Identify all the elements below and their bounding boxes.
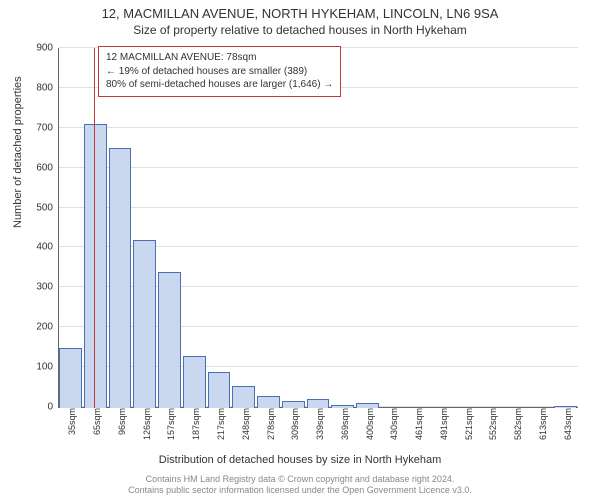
chart-subtitle: Size of property relative to detached ho…: [0, 23, 600, 41]
bar-slot: 613sqm: [529, 48, 554, 408]
x-tick-label: 96sqm: [113, 408, 127, 435]
bar-slot: 217sqm: [207, 48, 232, 408]
x-tick-label: 430sqm: [385, 408, 399, 440]
plot-area: 0100200300400500600700800900 35sqm65sqm9…: [58, 48, 578, 408]
bar-slot: 582sqm: [504, 48, 529, 408]
x-tick-label: 369sqm: [336, 408, 350, 440]
histogram-bar: [282, 401, 305, 408]
bar-slot: 35sqm: [58, 48, 83, 408]
histogram-bar: [158, 272, 181, 408]
x-tick-label: 248sqm: [237, 408, 251, 440]
x-tick-label: 491sqm: [435, 408, 449, 440]
y-tick-label: 500: [36, 202, 59, 213]
bar-slot: 643sqm: [553, 48, 578, 408]
x-tick-label: 65sqm: [88, 408, 102, 435]
bar-slot: 400sqm: [355, 48, 380, 408]
x-tick-label: 461sqm: [410, 408, 424, 440]
y-tick-label: 100: [36, 362, 59, 373]
property-size-chart: 12, MACMILLAN AVENUE, NORTH HYKEHAM, LIN…: [0, 0, 600, 500]
histogram-bar: [257, 396, 280, 408]
bar-slot: 369sqm: [330, 48, 355, 408]
histogram-bar: [59, 348, 82, 408]
bar-slot: 248sqm: [231, 48, 256, 408]
bar-slot: 339sqm: [306, 48, 331, 408]
histogram-bar: [133, 240, 156, 408]
y-tick-label: 800: [36, 82, 59, 93]
y-tick-label: 900: [36, 43, 59, 54]
bar-slot: 521sqm: [454, 48, 479, 408]
x-tick-label: 613sqm: [534, 408, 548, 440]
bar-slot: 96sqm: [108, 48, 133, 408]
x-tick-label: 339sqm: [311, 408, 325, 440]
x-tick-label: 309sqm: [286, 408, 300, 440]
chart-title: 12, MACMILLAN AVENUE, NORTH HYKEHAM, LIN…: [0, 0, 600, 23]
histogram-bar: [307, 399, 330, 408]
x-axis-label: Distribution of detached houses by size …: [0, 454, 600, 466]
bar-slot: 552sqm: [479, 48, 504, 408]
annotation-box: 12 MACMILLAN AVENUE: 78sqm ← 19% of deta…: [98, 46, 341, 97]
histogram-bar: [84, 124, 107, 408]
annotation-line-1: 12 MACMILLAN AVENUE: 78sqm: [106, 51, 333, 65]
x-tick-label: 217sqm: [212, 408, 226, 440]
x-tick-label: 187sqm: [187, 408, 201, 440]
chart-footer: Contains HM Land Registry data © Crown c…: [0, 474, 600, 497]
y-tick-label: 600: [36, 162, 59, 173]
footer-line-1: Contains HM Land Registry data © Crown c…: [0, 474, 600, 485]
x-tick-label: 521sqm: [460, 408, 474, 440]
x-tick-label: 582sqm: [509, 408, 523, 440]
histogram-bar: [232, 386, 255, 408]
x-tick-label: 552sqm: [484, 408, 498, 440]
footer-line-2: Contains public sector information licen…: [0, 485, 600, 496]
x-tick-label: 643sqm: [559, 408, 573, 440]
y-tick-label: 700: [36, 122, 59, 133]
x-tick-label: 126sqm: [138, 408, 152, 440]
bar-slot: 126sqm: [132, 48, 157, 408]
y-tick-label: 300: [36, 282, 59, 293]
bar-slot: 461sqm: [405, 48, 430, 408]
bar-slot: 65sqm: [83, 48, 108, 408]
y-tick-label: 200: [36, 322, 59, 333]
annotation-line-3: 80% of semi-detached houses are larger (…: [106, 78, 333, 92]
bars-container: 35sqm65sqm96sqm126sqm157sqm187sqm217sqm2…: [58, 48, 578, 408]
bar-slot: 491sqm: [429, 48, 454, 408]
annotation-line-2: ← 19% of detached houses are smaller (38…: [106, 65, 333, 79]
y-tick-label: 400: [36, 242, 59, 253]
bar-slot: 157sqm: [157, 48, 182, 408]
histogram-bar: [183, 356, 206, 408]
x-tick-label: 400sqm: [361, 408, 375, 440]
x-tick-label: 35sqm: [63, 408, 77, 435]
histogram-bar: [109, 148, 132, 408]
x-tick-label: 278sqm: [262, 408, 276, 440]
histogram-bar: [208, 372, 231, 408]
bar-slot: 309sqm: [281, 48, 306, 408]
y-axis-label: Number of detached properties: [12, 76, 24, 228]
bar-slot: 278sqm: [256, 48, 281, 408]
x-tick-label: 157sqm: [162, 408, 176, 440]
property-marker-line: [94, 48, 95, 408]
bar-slot: 187sqm: [182, 48, 207, 408]
bar-slot: 430sqm: [380, 48, 405, 408]
